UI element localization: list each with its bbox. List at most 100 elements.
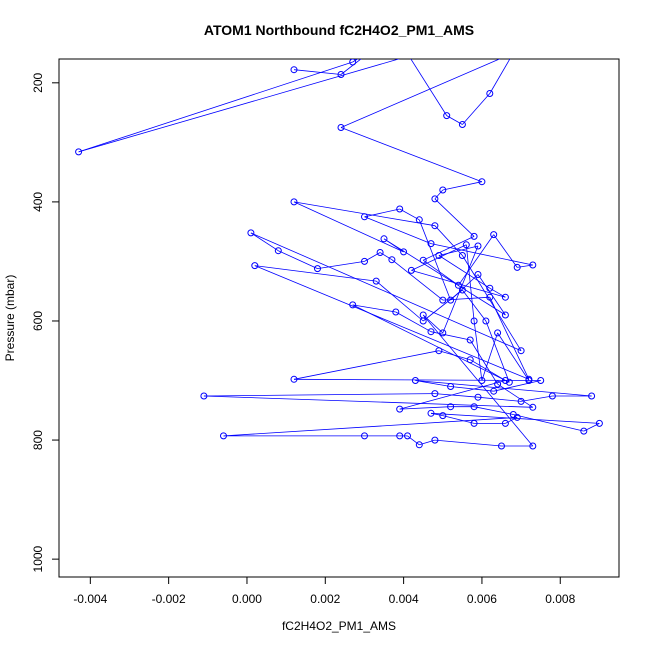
- series-line-segment: [78, 61, 353, 153]
- series-line-segment: [340, 59, 501, 128]
- series-line-segment: [399, 380, 506, 410]
- data-point: [470, 317, 478, 325]
- series-line-segment: [376, 47, 419, 53]
- series-line-segment: [203, 393, 435, 397]
- data-point: [474, 393, 482, 401]
- data-point: [513, 413, 521, 421]
- data-point: [458, 252, 466, 259]
- data-point: [443, 112, 451, 120]
- series-line-segment: [250, 232, 522, 352]
- series-line-segment: [422, 314, 534, 447]
- data-point: [435, 252, 443, 259]
- data-point: [416, 50, 422, 56]
- data-point: [486, 90, 494, 97]
- data-point: [439, 412, 447, 420]
- series-line-segment: [293, 378, 541, 381]
- series-line-segment: [352, 304, 396, 313]
- data-point: [372, 277, 380, 285]
- series-line-segment: [513, 414, 584, 432]
- data-point: [517, 347, 525, 355]
- data-point: [376, 249, 384, 256]
- series-line-segment: [481, 332, 498, 381]
- data-point: [490, 231, 498, 239]
- data-point: [458, 286, 466, 294]
- data-point: [529, 442, 537, 450]
- data-point: [431, 222, 439, 230]
- data-point: [361, 257, 368, 265]
- data-point: [458, 121, 466, 128]
- data-point: [349, 59, 357, 66]
- data-point: [580, 427, 588, 435]
- data-point: [290, 375, 298, 383]
- data-point: [407, 266, 415, 274]
- x-tick-label: 0.002: [310, 592, 340, 606]
- data-point: [427, 409, 435, 417]
- data-point: [290, 66, 298, 74]
- data-point: [427, 328, 435, 336]
- data-point: [470, 419, 478, 427]
- data-point: [529, 261, 537, 269]
- series-line-segment: [473, 320, 483, 381]
- data-point: [501, 377, 509, 384]
- data-point: [494, 329, 502, 337]
- series-line-segment: [293, 350, 439, 380]
- series-line-segment: [462, 289, 487, 322]
- series-line-segment: [474, 406, 514, 415]
- series-line-segment: [434, 198, 475, 237]
- series-line-segment: [399, 208, 420, 221]
- series-line-segment: [497, 383, 534, 408]
- series-line-segment: [465, 244, 475, 322]
- data-point: [498, 442, 505, 450]
- x-tick-label: 0.008: [545, 592, 575, 606]
- x-axis: -0.004 -0.002 0.000 0.002 0.004 0.006 0.008: [73, 576, 576, 606]
- data-point: [439, 329, 447, 337]
- series-line-segment: [78, 59, 401, 153]
- series-line-segment: [395, 311, 432, 333]
- data-point: [220, 432, 227, 440]
- series-line-segment: [364, 216, 432, 244]
- data-point: [361, 213, 368, 221]
- series-line-segment: [415, 380, 592, 397]
- data-point: [427, 240, 435, 248]
- data-point: [431, 390, 439, 398]
- series-line-segment: [438, 245, 479, 256]
- y-axis-label: Pressure (mbar): [3, 275, 17, 362]
- data-point: [380, 235, 388, 243]
- data-point: [400, 248, 408, 256]
- series-line-segment: [434, 189, 444, 200]
- data-point: [462, 241, 470, 249]
- series-line-segment: [418, 219, 451, 301]
- y-tick-label: 1000: [31, 545, 45, 572]
- x-tick-label: 0.004: [389, 592, 419, 606]
- x-tick-label: 0.006: [467, 592, 497, 606]
- series-line-segment: [430, 243, 533, 266]
- data-point: [396, 205, 404, 213]
- data-point: [501, 311, 509, 319]
- data-point: [466, 336, 474, 344]
- data-point: [247, 229, 255, 237]
- x-axis-label: fC2H4O2_PM1_AMS: [282, 619, 396, 633]
- series-line-segment: [383, 238, 404, 253]
- series-line-segment: [469, 339, 498, 385]
- series-line-segment: [399, 406, 451, 410]
- series-line-segment: [434, 393, 479, 398]
- data-point: [392, 308, 400, 316]
- data-point: [404, 432, 411, 440]
- data-point: [486, 284, 494, 292]
- data-point: [431, 195, 439, 203]
- series-line-segment: [411, 270, 506, 298]
- data-point: [290, 198, 298, 206]
- series-line-segment: [407, 435, 420, 446]
- series-line-segment: [493, 234, 518, 268]
- data-point: [447, 383, 455, 390]
- data-point: [510, 50, 516, 56]
- data-point: [251, 262, 259, 270]
- data-point: [501, 293, 509, 301]
- series-line-segment: [422, 314, 444, 334]
- data-point: [486, 293, 494, 301]
- data-point: [361, 432, 368, 440]
- data-point: [505, 378, 513, 386]
- data-point: [525, 377, 533, 384]
- series-line-segment: [497, 332, 530, 381]
